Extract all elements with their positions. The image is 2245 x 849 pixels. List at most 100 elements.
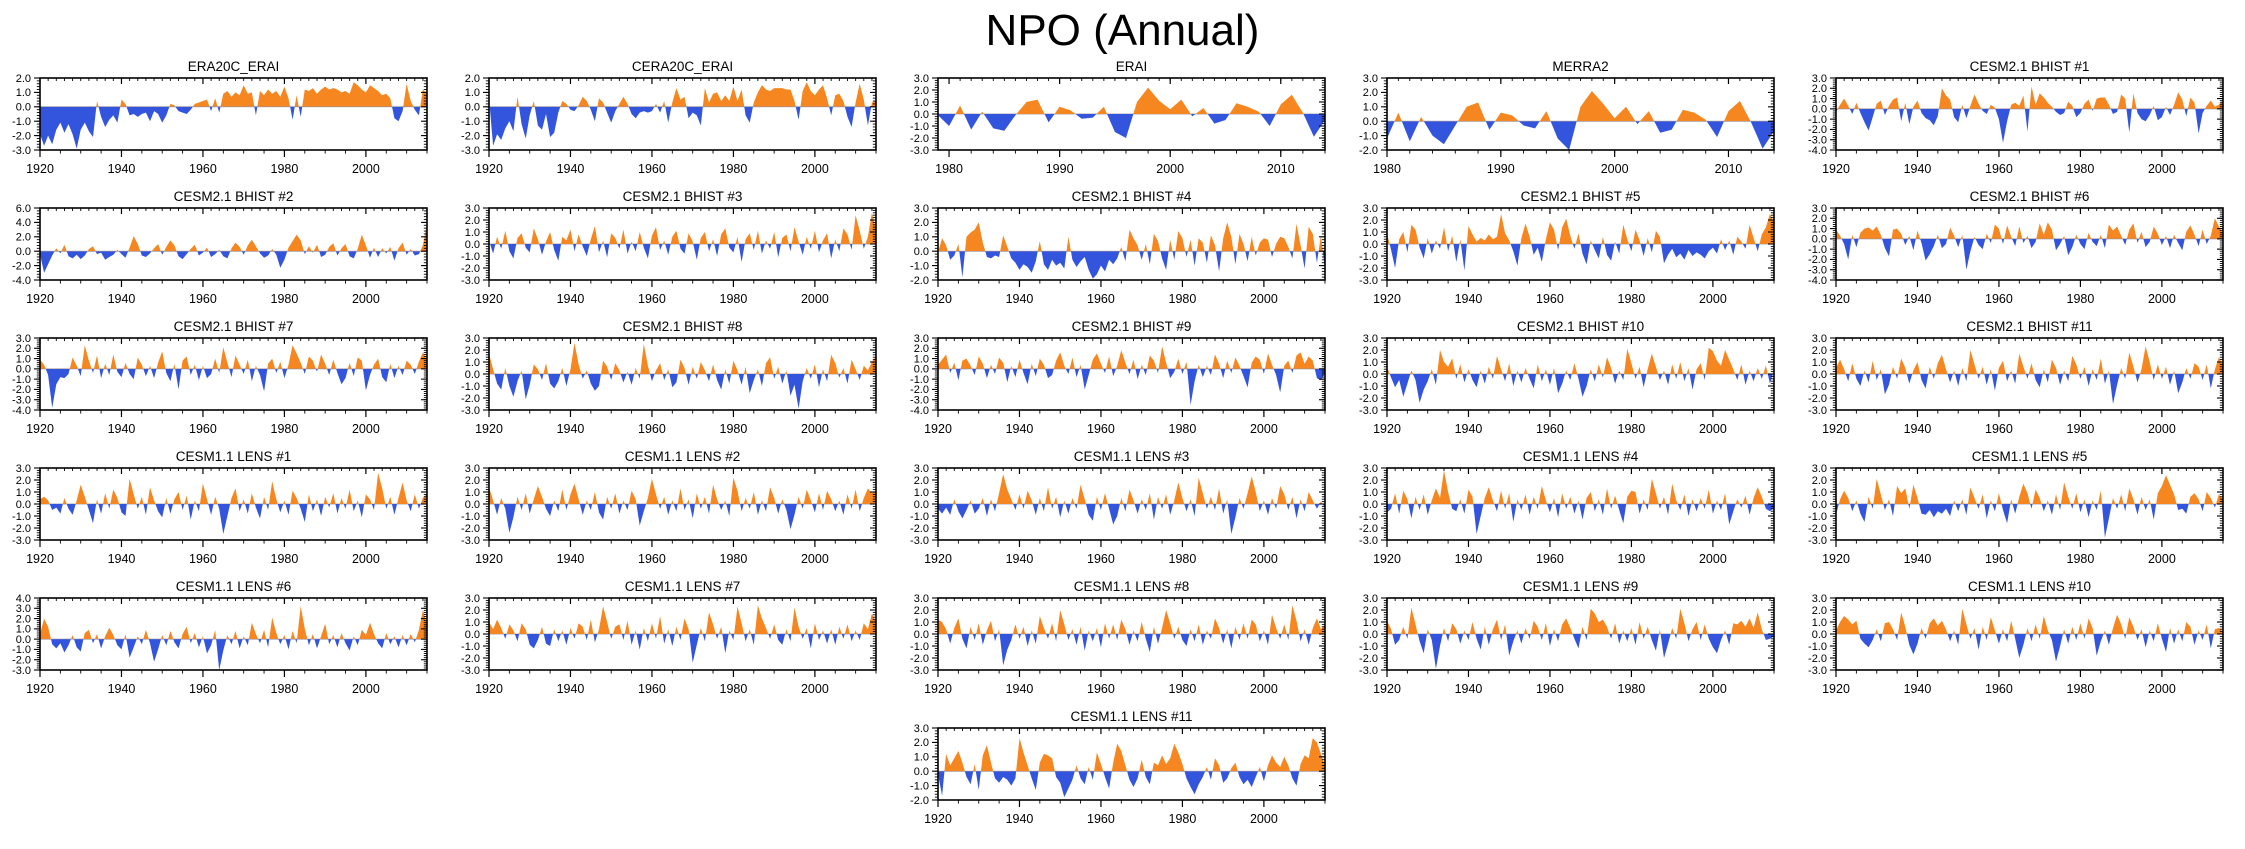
y-tick-label: -1.0 bbox=[461, 251, 480, 263]
plot-frame bbox=[1835, 337, 2224, 411]
subplot: 3.0 2.0 1.0 0.0 -1.0 -2.0 -3.0 1980 1990 2000 2010… bbox=[898, 58, 1347, 188]
negative-anomaly-area bbox=[40, 106, 427, 149]
x-tick-label: 2000 bbox=[352, 422, 380, 436]
y-tick-label: -1.0 bbox=[1359, 511, 1378, 523]
y-tick-label: 2.0 bbox=[1363, 345, 1378, 357]
x-tick-label: 1960 bbox=[189, 682, 217, 696]
subplot-canvas: 3.02.01.00.0-1.0-2.0-3.0 1920 1940 1960 1980… bbox=[12, 449, 428, 566]
positive-anomaly-area bbox=[1387, 607, 1774, 634]
x-tick-label: 2000 bbox=[352, 682, 380, 696]
negative-anomaly-area bbox=[40, 251, 427, 273]
subplot-canvas: 3.02.01.00.0-1.0-2.0-3.0 1920 1940 1960 1980… bbox=[1359, 189, 1775, 306]
y-tick-label: -3.0 bbox=[1808, 405, 1827, 417]
x-tick-label: 1980 bbox=[720, 422, 748, 436]
x-tick-label: 2000 bbox=[1699, 682, 1727, 696]
subplot: 3.0 2.0 1.0 0.0 -1.0 -2.0 -3.0 -4.0 1920 1940 1960… bbox=[1796, 58, 2245, 188]
x-tick-label: 1920 bbox=[475, 422, 503, 436]
y-tick-label: 2.0 bbox=[914, 85, 929, 97]
y-tick-label: 2.0 bbox=[1812, 83, 1827, 95]
plot-frame bbox=[488, 77, 877, 151]
plot-frame bbox=[937, 467, 1326, 541]
positive-anomaly-area bbox=[1836, 346, 2223, 374]
x-tick-label: 1940 bbox=[557, 552, 585, 566]
positive-anomaly-area bbox=[489, 342, 876, 374]
subplot-title: ERAI bbox=[1116, 59, 1148, 74]
y-tick-label: 0.0 bbox=[914, 109, 929, 121]
plot-frame bbox=[1835, 597, 2224, 671]
subplot-canvas: 3.02.01.00.0-1.0-2.0-3.0-4.0 1920 1940 1960… bbox=[910, 319, 1326, 436]
subplot-title: CESM1.1 LENS #7 bbox=[625, 579, 741, 594]
x-tick-label: 1960 bbox=[1536, 682, 1564, 696]
x-tick-label: 1920 bbox=[924, 292, 952, 306]
plot-frame bbox=[488, 207, 877, 281]
y-tick-label: 2.0 bbox=[1363, 87, 1378, 99]
positive-anomaly-area bbox=[1836, 475, 2223, 504]
subplot-canvas: 2.0 1.0 0.0 -1.0 -2.0 -3.0 1920 1940 1960 1980 200… bbox=[12, 59, 428, 176]
subplot-canvas: 3.02.01.00.0-1.0-2.0-3.0-4.0 1920 1940 1960… bbox=[1808, 59, 2224, 176]
y-tick-label: -3.0 bbox=[12, 395, 31, 407]
x-tick-label: 2000 bbox=[1250, 552, 1278, 566]
y-tick-label: 3.0 bbox=[465, 593, 480, 605]
y-tick-label: -2.0 bbox=[1808, 393, 1827, 405]
y-tick-label: -4.0 bbox=[12, 405, 31, 417]
subplot: 3.0 2.0 1.0 0.0 -1.0 -2.0 -3.0 1920 1940 1960 1980… bbox=[1347, 188, 1796, 318]
x-tick-label: 1960 bbox=[1985, 682, 2013, 696]
y-tick-label: -2.0 bbox=[461, 393, 480, 405]
x-tick-label: 1980 bbox=[935, 162, 963, 176]
x-tick-label: 1940 bbox=[1006, 552, 1034, 566]
y-tick-label: 0.0 bbox=[465, 369, 480, 381]
x-tick-label: 1980 bbox=[1169, 292, 1197, 306]
x-tick-label: 1980 bbox=[1169, 682, 1197, 696]
y-tick-label: 0.0 bbox=[465, 239, 480, 251]
x-tick-label: 1940 bbox=[1904, 552, 1932, 566]
y-tick-label: -2.0 bbox=[12, 655, 31, 667]
x-tick-label: 2000 bbox=[1250, 812, 1278, 826]
x-tick-label: 2000 bbox=[801, 682, 829, 696]
subplot-title: CESM2.1 BHIST #9 bbox=[1072, 319, 1192, 334]
x-tick-label: 1920 bbox=[26, 162, 54, 176]
subplot: 3.0 2.0 1.0 0.0 -1.0 -2.0 -3.0 -4.0 1920 1940 1960… bbox=[898, 318, 1347, 448]
y-tick-label: 3.0 bbox=[465, 203, 480, 215]
positive-anomaly-area bbox=[938, 222, 1325, 252]
y-tick-label: -3.0 bbox=[461, 665, 480, 677]
positive-anomaly-area bbox=[938, 346, 1315, 369]
y-tick-label: 0.0 bbox=[1812, 499, 1827, 511]
x-tick-label: 2010 bbox=[1715, 162, 1743, 176]
plot-frame bbox=[1386, 207, 1775, 281]
subplot-canvas: 3.02.01.00.0-1.0-2.0-3.0-4.0 1920 1940 1960… bbox=[12, 319, 428, 436]
positive-anomaly-area bbox=[1387, 91, 1774, 122]
y-tick-label: -4.0 bbox=[1808, 275, 1827, 287]
negative-anomaly-area bbox=[40, 368, 427, 408]
subplot-title: CESM1.1 LENS #9 bbox=[1523, 579, 1639, 594]
x-tick-label: 1940 bbox=[1006, 682, 1034, 696]
y-tick-label: -2.0 bbox=[910, 523, 929, 535]
subplot-title: CESM2.1 BHIST #6 bbox=[1970, 189, 2090, 204]
subplot: 3.0 2.0 1.0 0.0 -1.0 -2.0 -3.0 1920 1940 1960 1980… bbox=[449, 578, 898, 708]
x-tick-label: 1940 bbox=[1455, 292, 1483, 306]
x-tick-label: 1960 bbox=[189, 552, 217, 566]
y-tick-label: 0.0 bbox=[1363, 116, 1378, 128]
y-tick-label: -1.0 bbox=[910, 641, 929, 653]
y-tick-label: 3.0 bbox=[465, 463, 480, 475]
subplot-title: CESM2.1 BHIST #8 bbox=[623, 319, 743, 334]
x-tick-label: 1980 bbox=[271, 162, 299, 176]
subplot-title: CESM2.1 BHIST #1 bbox=[1970, 59, 2090, 74]
positive-anomaly-area bbox=[489, 212, 876, 244]
negative-anomaly-area bbox=[1387, 504, 1774, 534]
x-tick-label: 1960 bbox=[1985, 292, 2013, 306]
y-tick-label: -2.0 bbox=[12, 130, 31, 142]
y-tick-label: -3.0 bbox=[12, 665, 31, 677]
y-tick-label: 1.0 bbox=[1363, 487, 1378, 499]
negative-anomaly-area bbox=[938, 368, 1325, 405]
subplot-title: CESM1.1 LENS #5 bbox=[1972, 449, 2088, 464]
subplot-canvas: 4.03.02.01.00.0-1.0-2.0-3.0 1920 1940 1960 1… bbox=[12, 579, 428, 696]
subplot-title: CESM1.1 LENS #8 bbox=[1074, 579, 1190, 594]
x-tick-label: 1980 bbox=[1169, 422, 1197, 436]
y-tick-label: -2.0 bbox=[1359, 145, 1378, 157]
x-tick-label: 2000 bbox=[1699, 552, 1727, 566]
x-tick-label: 1980 bbox=[1169, 552, 1197, 566]
subplot: 3.0 2.0 1.0 0.0 -1.0 -2.0 -3.0 -4.0 1920 1940 1960… bbox=[0, 318, 449, 448]
y-tick-label: 3.0 bbox=[1363, 463, 1378, 475]
x-tick-label: 1940 bbox=[108, 552, 136, 566]
y-tick-label: -3.0 bbox=[461, 405, 480, 417]
